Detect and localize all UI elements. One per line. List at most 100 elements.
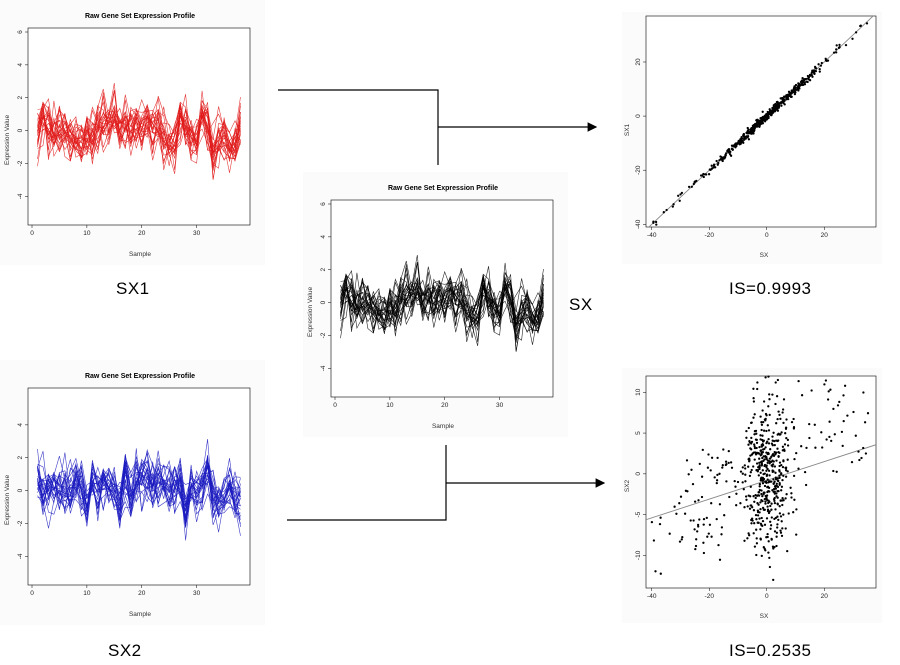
scatter-point: [780, 463, 783, 467]
scatter-point: [699, 174, 703, 177]
scatter-point: [783, 103, 786, 106]
scatter-point: [758, 467, 761, 471]
scatter-point: [752, 465, 755, 468]
scatter-point: [776, 502, 779, 505]
scatter-point: [829, 388, 832, 391]
scatter-point: [764, 494, 767, 498]
scatter-point: [671, 205, 674, 208]
scatter-point: [659, 572, 662, 575]
series-line: [340, 262, 544, 339]
scatter-point: [779, 417, 782, 421]
scatter-point: [842, 419, 845, 423]
scatter-point: [747, 465, 750, 468]
x-tick-label: 0: [765, 593, 769, 600]
scatter-point: [767, 113, 770, 116]
scatter-point: [768, 565, 772, 569]
scatter-point: [832, 51, 836, 54]
scatter-point: [741, 481, 744, 484]
scatter-point: [770, 502, 773, 505]
scatter-point: [706, 535, 709, 538]
scatter-point: [694, 544, 698, 548]
scatter-point: [658, 522, 662, 526]
scatter-point: [720, 526, 724, 529]
scatter-point: [768, 398, 771, 401]
scatter-point: [795, 451, 798, 455]
scatter-point: [772, 478, 775, 481]
scatter-point: [727, 449, 730, 453]
scatter-point: [857, 450, 860, 453]
scatter-point: [772, 431, 775, 434]
scatter-point: [770, 516, 773, 519]
scatter-point: [748, 457, 751, 460]
scatter-point: [862, 446, 865, 450]
scatter-point: [767, 375, 770, 378]
scatter-point: [687, 473, 690, 476]
scatter-point: [772, 497, 776, 501]
scatter-point: [797, 467, 800, 470]
series-line: [340, 274, 544, 343]
scatter-point: [746, 505, 749, 508]
scatter-point: [782, 474, 785, 477]
scatter-point: [805, 446, 808, 450]
scatter-point: [833, 433, 836, 436]
x-tick-label: 10: [83, 230, 91, 237]
scatter-point: [702, 517, 706, 521]
scatter-point: [766, 467, 769, 471]
scatter-point: [777, 410, 780, 413]
series-line: [37, 88, 241, 162]
scatter-point: [779, 515, 783, 518]
scatter-point: [762, 478, 765, 482]
scatter-point: [751, 131, 754, 134]
scatter-point: [775, 459, 778, 462]
scatter-point: [775, 100, 779, 104]
scatter-point: [761, 409, 764, 412]
scatter-point: [763, 463, 767, 467]
scatter-point: [803, 470, 807, 474]
scatter-point: [692, 519, 695, 522]
scatter-point: [753, 433, 756, 436]
scatter-point: [725, 480, 728, 483]
scatter-point: [715, 517, 718, 521]
scatter-point: [696, 530, 699, 533]
scatter-point: [712, 164, 716, 167]
scatter-point: [787, 512, 790, 515]
scatter-point: [754, 496, 757, 500]
scatter-point: [772, 482, 775, 485]
scatter-point: [750, 448, 753, 451]
scatter-point: [783, 95, 786, 98]
scatter-point: [755, 462, 759, 465]
scatter-point: [768, 413, 771, 417]
y-tick-label: -2: [320, 332, 327, 338]
series-line: [340, 273, 544, 345]
scatter-point: [677, 194, 680, 197]
scatter-point: [799, 83, 802, 86]
scatter-point: [768, 393, 771, 396]
scatter-point: [768, 556, 771, 560]
x-axis-label: Sample: [129, 251, 151, 258]
scatter-point: [753, 500, 756, 503]
scatter-point: [759, 415, 762, 418]
scatter-point: [775, 535, 778, 538]
scatter-point: [753, 522, 756, 525]
scatter-point: [835, 48, 838, 51]
scatter-point: [759, 116, 762, 120]
scatter-point: [727, 150, 730, 154]
scatter-point: [768, 490, 771, 493]
scatter-point: [781, 527, 784, 530]
chart-title: Raw Gene Set Expression Profile: [85, 373, 195, 380]
scatter-point: [864, 452, 868, 455]
scatter-point: [767, 469, 771, 472]
scatter-point: [765, 473, 769, 476]
y-tick-label: 0: [635, 472, 642, 476]
scatter-point: [698, 518, 701, 521]
y-tick-label: 2: [17, 456, 24, 460]
series-line: [37, 459, 241, 518]
scatter-point: [752, 509, 756, 512]
scatter-point: [774, 476, 777, 479]
scatter-point: [771, 435, 774, 438]
scatter-point: [827, 390, 830, 393]
scatter-point: [723, 514, 726, 517]
scatter-point: [785, 418, 788, 421]
scatter-point: [818, 70, 821, 73]
scatter-point: [749, 485, 752, 488]
